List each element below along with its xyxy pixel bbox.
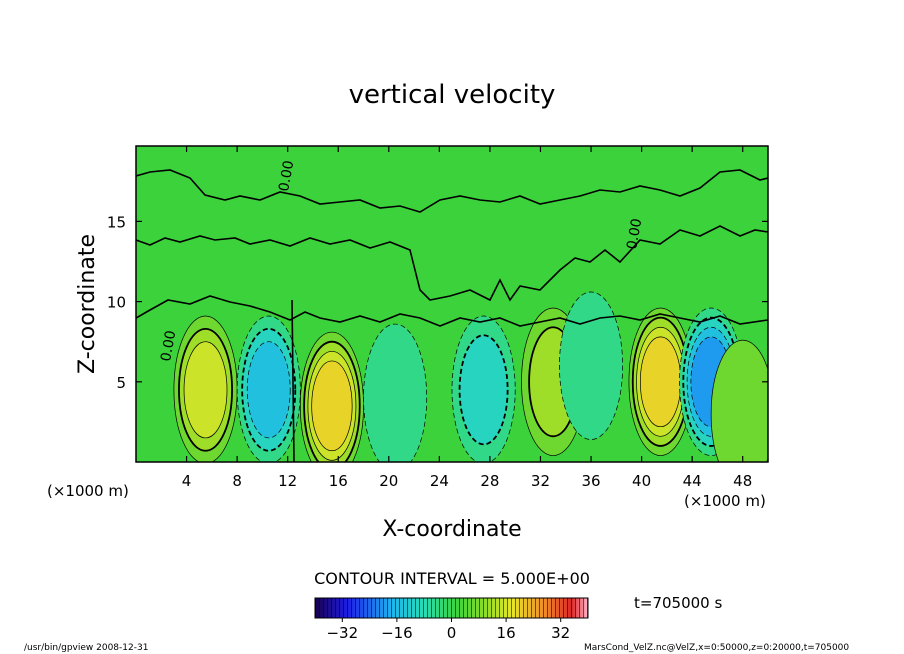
footer-left: /usr/bin/gpview 2008-12-31 bbox=[24, 643, 148, 653]
y-axis: 5 10 15 bbox=[107, 213, 768, 392]
y-tick-label: 15 bbox=[107, 213, 126, 231]
footer-right: MarsCond_VelZ.nc@VelZ,x=0:50000,z=0:2000… bbox=[584, 643, 849, 653]
colorbar-tick-label: 0 bbox=[447, 624, 457, 642]
velocity-contour bbox=[639, 336, 682, 428]
x-tick-label: 8 bbox=[232, 472, 242, 490]
x-tick-label: 12 bbox=[278, 472, 297, 490]
chart-title: vertical velocity bbox=[349, 80, 556, 110]
x-tick-label: 48 bbox=[733, 472, 752, 490]
x-unit-left: (×1000 m) bbox=[47, 482, 129, 500]
colorbar-tick-label: −16 bbox=[381, 624, 413, 642]
velocity-cell bbox=[710, 339, 768, 462]
colorbar-tick-label: −32 bbox=[326, 624, 358, 642]
velocity-contour bbox=[363, 323, 428, 462]
velocity-cell bbox=[451, 315, 516, 462]
time-label: t=705000 s bbox=[634, 594, 722, 612]
x-unit-right: (×1000 m) bbox=[684, 492, 766, 510]
x-tick-label: 40 bbox=[632, 472, 651, 490]
velocity-contour bbox=[559, 291, 623, 440]
velocity-cell bbox=[559, 291, 623, 440]
x-axis-label: X-coordinate bbox=[382, 517, 521, 542]
contour-label-zero: 0.00 bbox=[158, 329, 179, 362]
contour-labels: 0.00 0.00 0.00 bbox=[158, 159, 645, 362]
contour-label-zero: 0.00 bbox=[624, 217, 645, 250]
velocity-contour bbox=[183, 341, 228, 439]
zero-contours bbox=[136, 169, 768, 462]
y-tick-label: 10 bbox=[107, 294, 126, 312]
velocity-cell bbox=[299, 331, 364, 462]
velocity-cell bbox=[363, 323, 428, 462]
velocity-cells bbox=[173, 291, 768, 462]
colorbar-tick-label: 16 bbox=[497, 624, 516, 642]
colorbar-stripes bbox=[315, 598, 588, 618]
velocity-cell bbox=[173, 315, 238, 462]
x-tick-label: 24 bbox=[430, 472, 449, 490]
zero-contour-vertical bbox=[291, 299, 295, 462]
colorbar-ticks: −32 −16 0 16 32 bbox=[326, 618, 570, 642]
x-tick-label: 4 bbox=[182, 472, 192, 490]
contour-label-zero: 0.00 bbox=[276, 159, 297, 192]
x-axis: 4 8 12 16 20 24 28 32 36 40 44 48 bbox=[182, 146, 752, 490]
x-tick-label: 20 bbox=[379, 472, 398, 490]
y-axis-label: Z-coordinate bbox=[75, 234, 100, 374]
zero-contour-lower bbox=[136, 295, 768, 327]
contour-interval: CONTOUR INTERVAL = 5.000E+00 bbox=[314, 569, 590, 588]
x-tick-label: 36 bbox=[581, 472, 600, 490]
velocity-contour bbox=[311, 360, 353, 452]
plot-area: 0.00 0.00 0.00 bbox=[136, 146, 768, 462]
velocity-cell bbox=[628, 307, 693, 456]
velocity-contour bbox=[458, 334, 509, 446]
x-tick-label: 32 bbox=[531, 472, 550, 490]
velocity-contour bbox=[246, 341, 291, 439]
colorbar: −32 −16 0 16 32 bbox=[314, 597, 589, 642]
plot-frame bbox=[135, 145, 769, 463]
x-tick-label: 16 bbox=[329, 472, 348, 490]
zero-contour-upper bbox=[136, 225, 768, 302]
x-tick-label: 44 bbox=[683, 472, 702, 490]
y-tick-label: 5 bbox=[116, 374, 126, 392]
colorbar-tick-label: 32 bbox=[551, 624, 570, 642]
zero-contour-top bbox=[136, 169, 768, 213]
x-tick-label: 28 bbox=[480, 472, 499, 490]
velocity-cell bbox=[236, 315, 301, 462]
velocity-contour bbox=[710, 339, 768, 462]
